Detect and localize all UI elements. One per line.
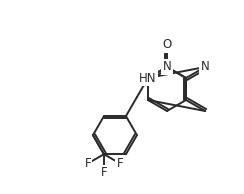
Text: HN: HN (139, 72, 157, 85)
Text: O: O (162, 38, 172, 51)
Text: F: F (101, 166, 107, 179)
Text: N: N (201, 61, 210, 74)
Text: F: F (117, 157, 123, 170)
Text: F: F (84, 157, 91, 170)
Text: N: N (163, 61, 171, 74)
